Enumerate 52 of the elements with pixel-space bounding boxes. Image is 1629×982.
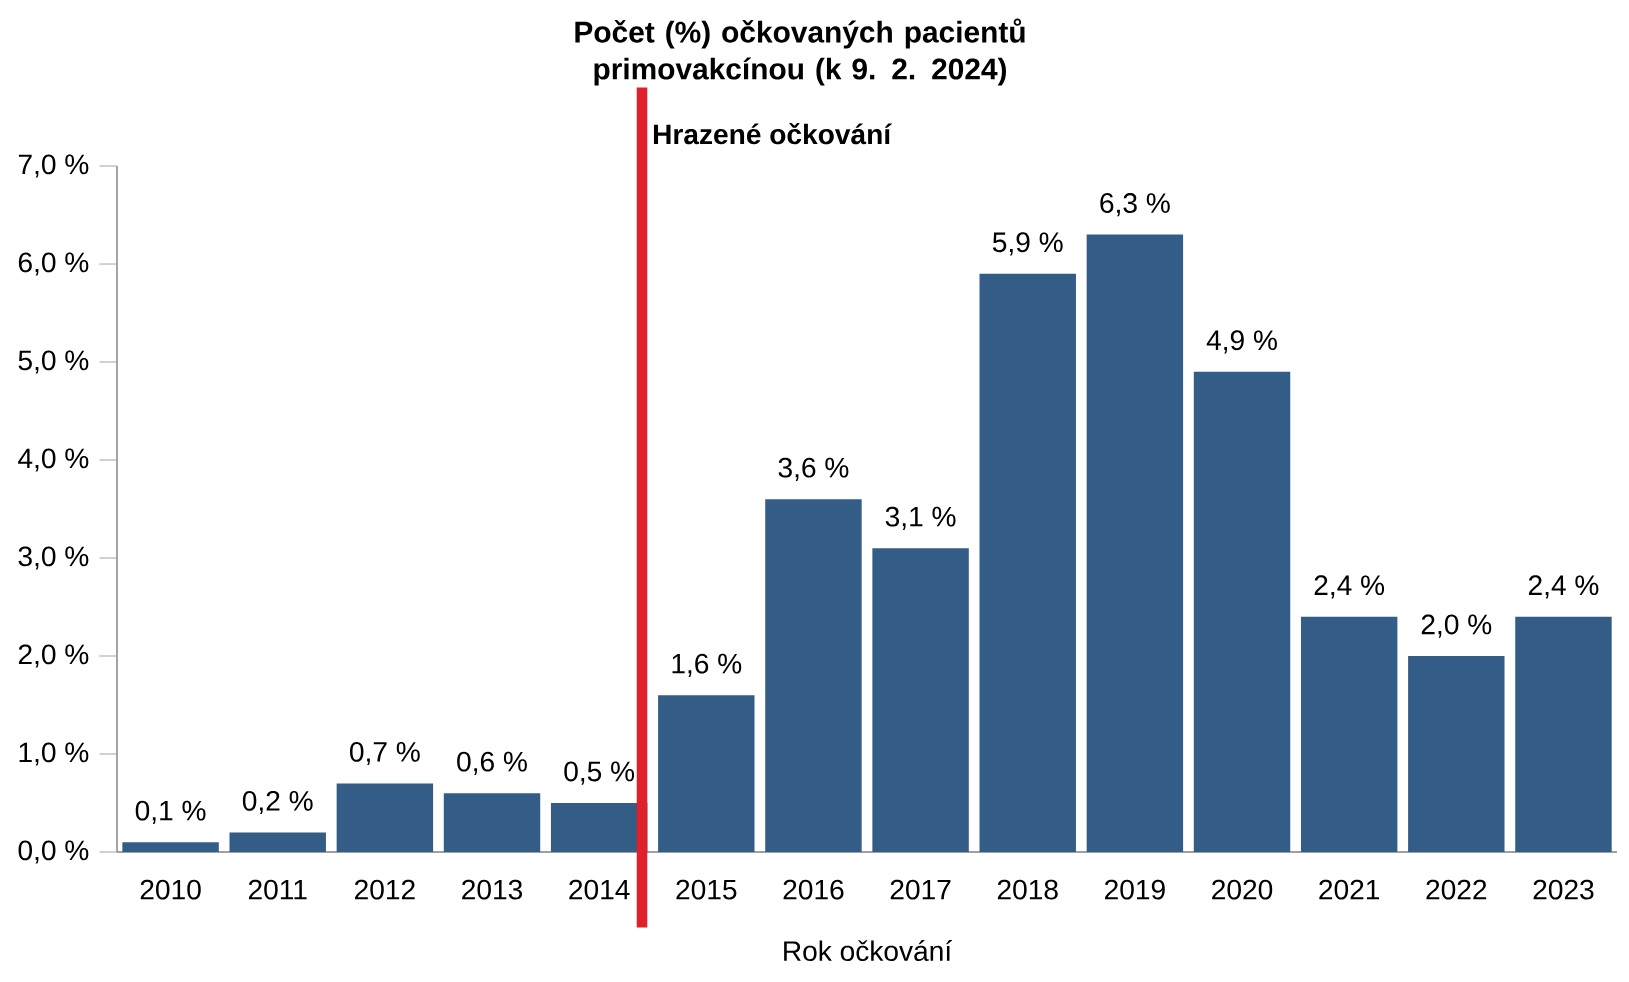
x-tick-label: 2016 [783, 879, 844, 900]
data-label: 3,6 % [778, 457, 849, 481]
y-tick-label: 2,0 % [18, 644, 89, 668]
bar [1086, 234, 1184, 853]
data-label: 6,3 % [1100, 193, 1170, 217]
x-tick-label: 2015 [676, 879, 737, 900]
bar [122, 842, 219, 853]
x-tick-label: 2021 [1319, 879, 1380, 900]
x-tick-label: 2019 [1105, 879, 1165, 900]
data-label: 0,7 % [350, 741, 420, 766]
y-tick-label: 0,0 % [18, 840, 89, 864]
y-tick-label: 4,0 % [18, 448, 89, 472]
chart-title: Počet (%) očkovaných pacientů primovakcínou (k 9. 2. 2024) [575, 18, 1025, 86]
data-label: 1,6 % [672, 653, 742, 677]
y-tick-label: 5,0 % [18, 350, 89, 374]
bar [658, 695, 755, 853]
x-tick-label: 2013 [462, 879, 523, 900]
bar [765, 499, 862, 853]
bar [872, 548, 969, 853]
data-label: 2,0 % [1421, 614, 1492, 638]
data-label: 5,9 % [992, 232, 1063, 256]
bar [1300, 616, 1398, 853]
bar [229, 832, 326, 853]
y-tick-label: 1,0 % [19, 742, 89, 766]
data-label: 2,4 % [1314, 575, 1385, 599]
data-label: 0,5 % [564, 761, 635, 785]
data-label: 0,1 % [135, 800, 206, 824]
bar [1515, 616, 1612, 853]
x-tick-label: 2014 [569, 879, 630, 900]
ref-line-label: Hrazené očkování [653, 123, 892, 145]
bar [979, 273, 1076, 853]
y-tick-label: 3,0 % [18, 546, 89, 570]
data-label: 0,6 % [457, 751, 527, 775]
bar [443, 793, 541, 853]
bar [336, 783, 434, 853]
data-label: 3,1 % [885, 506, 956, 530]
x-tick-label: 2011 [248, 879, 307, 900]
data-label: 0,2 % [242, 790, 313, 815]
x-tick-label: 2010 [140, 879, 201, 900]
x-tick-label: 2017 [890, 879, 951, 900]
bar [1193, 371, 1291, 853]
data-label: 2,4 % [1528, 575, 1599, 599]
y-tick-label: 6,0 % [18, 252, 89, 276]
x-tick-label: 2020 [1212, 879, 1273, 900]
y-tick-label: 7,0 % [18, 154, 89, 178]
x-tick-label: 2012 [355, 879, 415, 900]
x-tick-label: 2018 [997, 879, 1058, 900]
bar [1408, 656, 1505, 853]
data-label: 4,9 % [1206, 330, 1277, 354]
x-tick-label: 2022 [1426, 879, 1487, 900]
x-axis-title: Rok očkování [784, 940, 953, 962]
x-tick-label: 2023 [1533, 879, 1594, 900]
